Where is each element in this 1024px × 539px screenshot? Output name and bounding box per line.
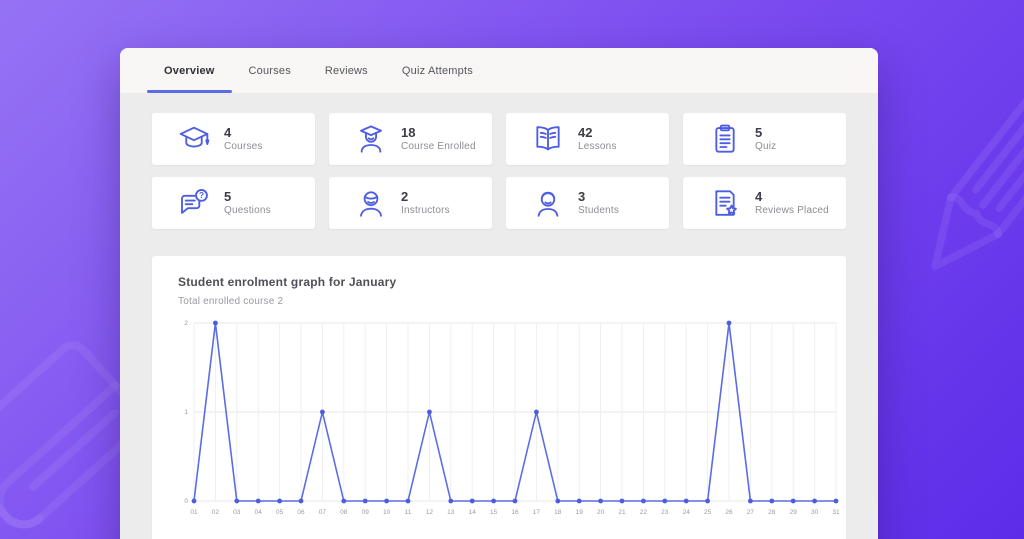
stat-card-instructors[interactable]: 2 Instructors — [329, 177, 492, 229]
stat-label: Lessons — [578, 141, 617, 152]
stat-value: 42 — [578, 125, 593, 140]
tab-reviews[interactable]: Reviews — [324, 64, 368, 77]
svg-text:25: 25 — [704, 509, 712, 516]
svg-text:20: 20 — [597, 509, 605, 516]
stat-value: 4 — [224, 125, 232, 140]
stat-label: Course Enrolled — [401, 141, 476, 152]
dashboard-card: Overview Courses Reviews Quiz Attempts 4 Cou… — [120, 48, 878, 539]
clipboard-icon — [709, 123, 741, 155]
svg-text:12: 12 — [426, 509, 434, 516]
svg-text:10: 10 — [383, 509, 391, 516]
svg-text:16: 16 — [511, 509, 519, 516]
svg-text:29: 29 — [790, 509, 798, 516]
stat-card-lessons[interactable]: 42 Lessons — [506, 113, 669, 165]
tab-bar: Overview Courses Reviews Quiz Attempts — [120, 48, 878, 93]
svg-text:1: 1 — [184, 409, 188, 416]
svg-text:05: 05 — [276, 509, 284, 516]
open-book-icon — [532, 123, 564, 155]
svg-text:02: 02 — [212, 509, 220, 516]
stat-value: 3 — [578, 189, 586, 204]
svg-text:22: 22 — [640, 509, 648, 516]
stat-label: Questions — [224, 205, 271, 216]
tab-quiz-attempts[interactable]: Quiz Attempts — [401, 64, 473, 77]
svg-text:0: 0 — [184, 498, 188, 505]
svg-text:06: 06 — [297, 509, 305, 516]
dashboard-content: 4 Courses 18 Course Enrolled 42 Lessons 5 Quiz?… — [120, 93, 878, 539]
student-icon — [532, 187, 564, 219]
svg-text:09: 09 — [362, 509, 370, 516]
stat-label: Reviews Placed — [755, 205, 829, 216]
svg-text:07: 07 — [319, 509, 327, 516]
stat-card-reviews-placed[interactable]: 4 Reviews Placed — [683, 177, 846, 229]
stat-label: Courses — [224, 141, 263, 152]
stat-card-students[interactable]: 3 Students — [506, 177, 669, 229]
stat-card-course-enrolled[interactable]: 18 Course Enrolled — [329, 113, 492, 165]
stat-value: 4 — [755, 189, 763, 204]
svg-text:28: 28 — [768, 509, 776, 516]
student-cap-icon — [355, 123, 387, 155]
svg-text:15: 15 — [490, 509, 498, 516]
svg-text:18: 18 — [554, 509, 562, 516]
svg-text:11: 11 — [405, 509, 412, 516]
stat-value: 18 — [401, 125, 416, 140]
stat-value: 5 — [755, 125, 763, 140]
svg-text:23: 23 — [661, 509, 669, 516]
svg-text:01: 01 — [190, 509, 198, 516]
question-bubble-icon: ? — [178, 187, 210, 219]
instructor-icon — [355, 187, 387, 219]
svg-text:03: 03 — [233, 509, 241, 516]
svg-text:?: ? — [199, 191, 204, 200]
svg-text:17: 17 — [533, 509, 541, 516]
svg-text:26: 26 — [725, 509, 733, 516]
svg-text:19: 19 — [576, 509, 584, 516]
tab-courses[interactable]: Courses — [248, 64, 291, 77]
chart-title: Student enrolment graph for January — [178, 275, 397, 289]
svg-text:04: 04 — [255, 509, 263, 516]
svg-text:08: 08 — [340, 509, 348, 516]
svg-text:2: 2 — [184, 320, 188, 327]
svg-text:31: 31 — [832, 509, 840, 516]
tab-overview[interactable]: Overview — [147, 48, 232, 93]
stat-card-quiz[interactable]: 5 Quiz — [683, 113, 846, 165]
svg-text:27: 27 — [747, 509, 755, 516]
svg-text:13: 13 — [447, 509, 455, 516]
stat-label: Instructors — [401, 205, 450, 216]
stat-label: Students — [578, 205, 620, 216]
svg-text:24: 24 — [683, 509, 691, 516]
graduation-cap-icon — [178, 123, 210, 155]
enrolment-line-chart: 0 1 2 01 02 03 04 05 06 07 08 09 10 11 12 13 14 15 16 17 18 1… — [178, 315, 840, 526]
review-star-icon — [709, 187, 741, 219]
svg-text:14: 14 — [469, 509, 477, 516]
stat-value: 5 — [224, 189, 232, 204]
stats-grid: 4 Courses 18 Course Enrolled 42 Lessons 5 Quiz?… — [152, 113, 846, 229]
chart-subtitle: Total enrolled course 2 — [178, 296, 284, 307]
stat-label: Quiz — [755, 141, 777, 152]
enrolment-chart-panel: Student enrolment graph for January Tota… — [152, 256, 846, 539]
stat-card-courses[interactable]: 4 Courses — [152, 113, 315, 165]
svg-text:21: 21 — [618, 509, 626, 516]
svg-text:30: 30 — [811, 509, 819, 516]
stat-value: 2 — [401, 189, 409, 204]
stat-card-questions[interactable]: ? 5 Questions — [152, 177, 315, 229]
